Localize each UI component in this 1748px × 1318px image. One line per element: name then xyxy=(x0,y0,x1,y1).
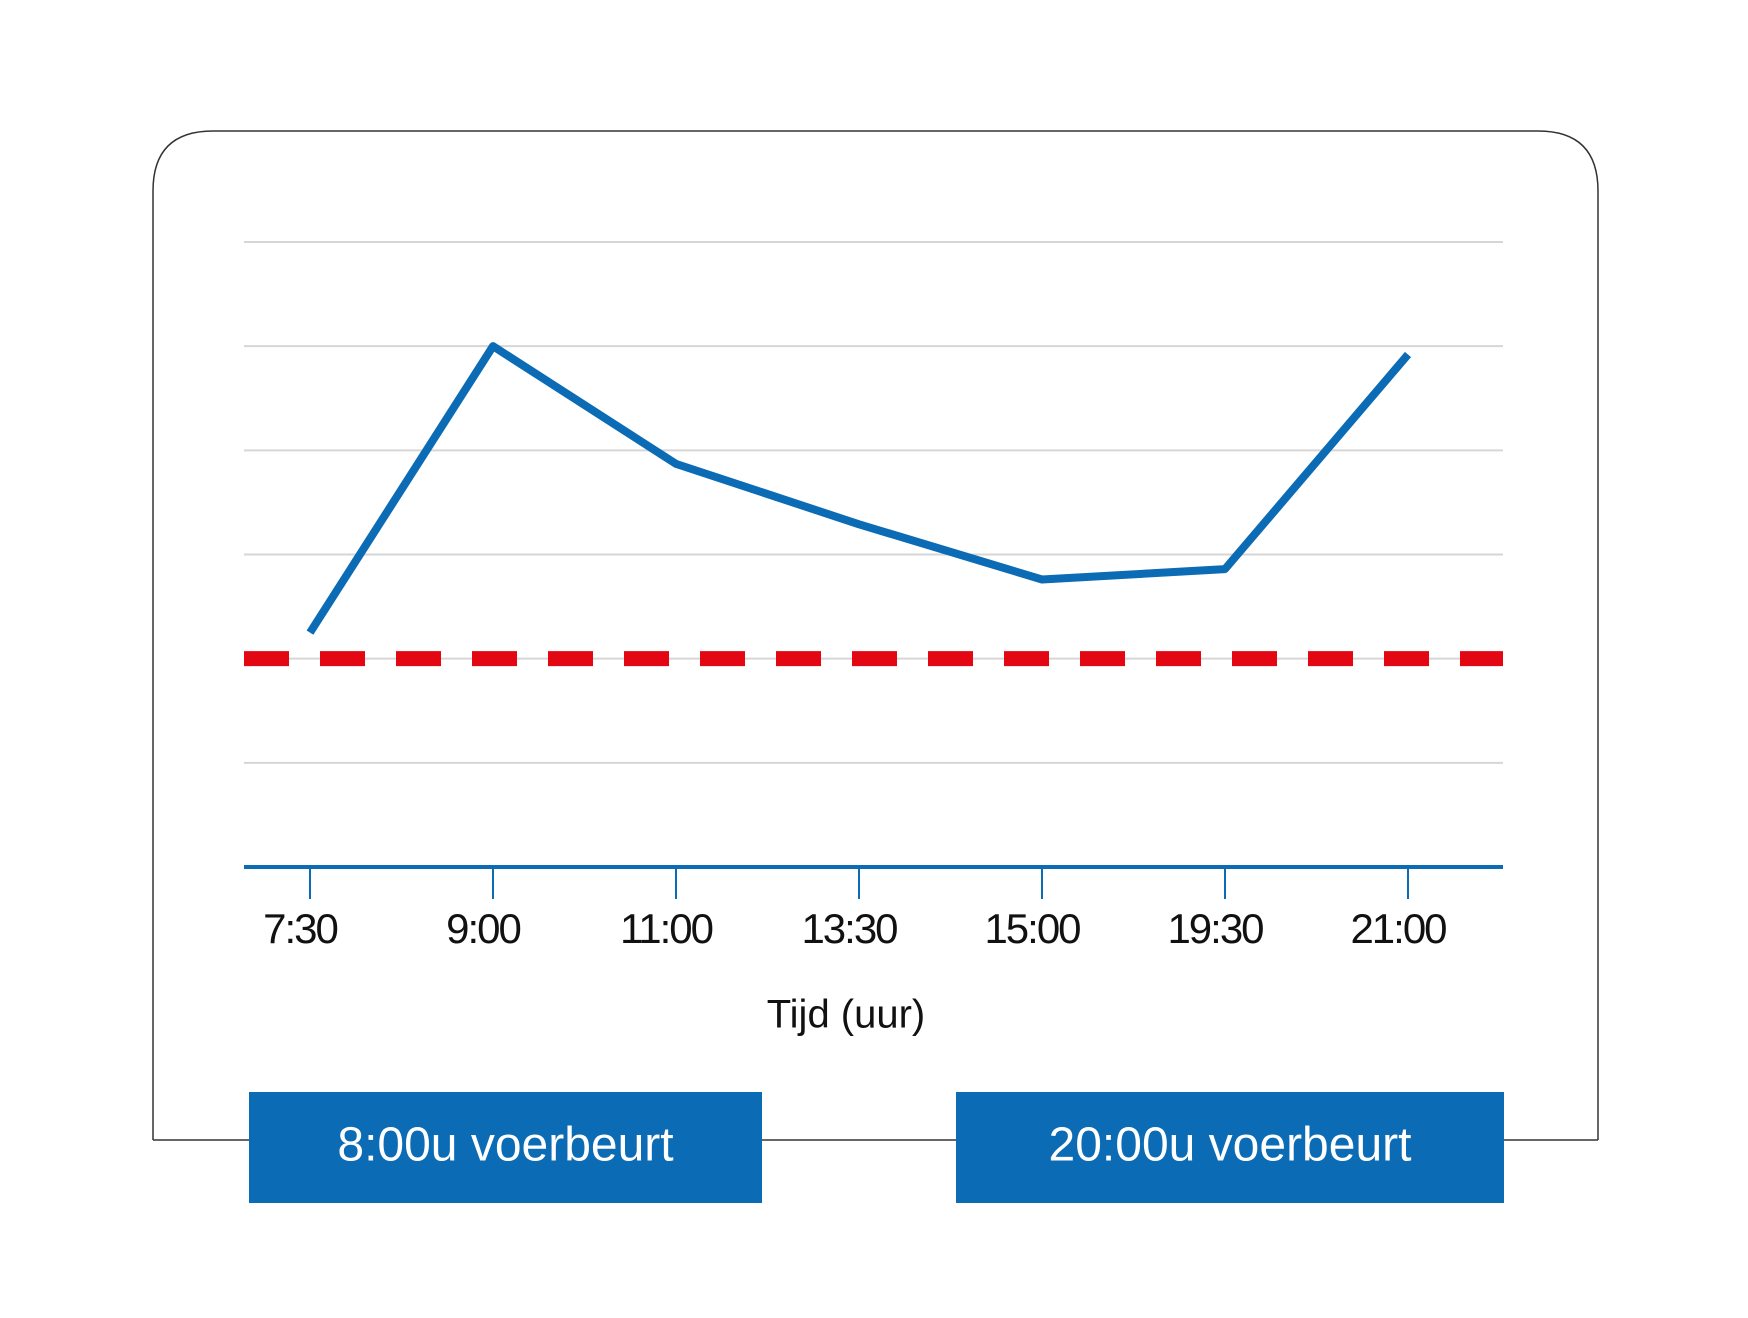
annotation-label: 8:00u voerbeurt xyxy=(337,1119,673,1172)
x-tick-label: 13:30 xyxy=(801,905,897,952)
x-tick-label: 9:00 xyxy=(446,905,520,952)
x-axis-label: Tijd (uur) xyxy=(767,993,926,1037)
annotation-label: 20:00u voerbeurt xyxy=(1049,1119,1412,1172)
annotation-box xyxy=(956,1092,1504,1203)
annotation-box xyxy=(249,1092,762,1203)
x-tick-label: 15:00 xyxy=(984,905,1080,952)
x-tick-label: 7:30 xyxy=(263,905,337,952)
x-tick-label: 19:30 xyxy=(1167,905,1263,952)
x-tick-label: 11:00 xyxy=(620,905,713,952)
x-tick-label: 21:00 xyxy=(1350,905,1446,952)
data-line xyxy=(306,342,1412,635)
frame xyxy=(152,130,1599,1140)
